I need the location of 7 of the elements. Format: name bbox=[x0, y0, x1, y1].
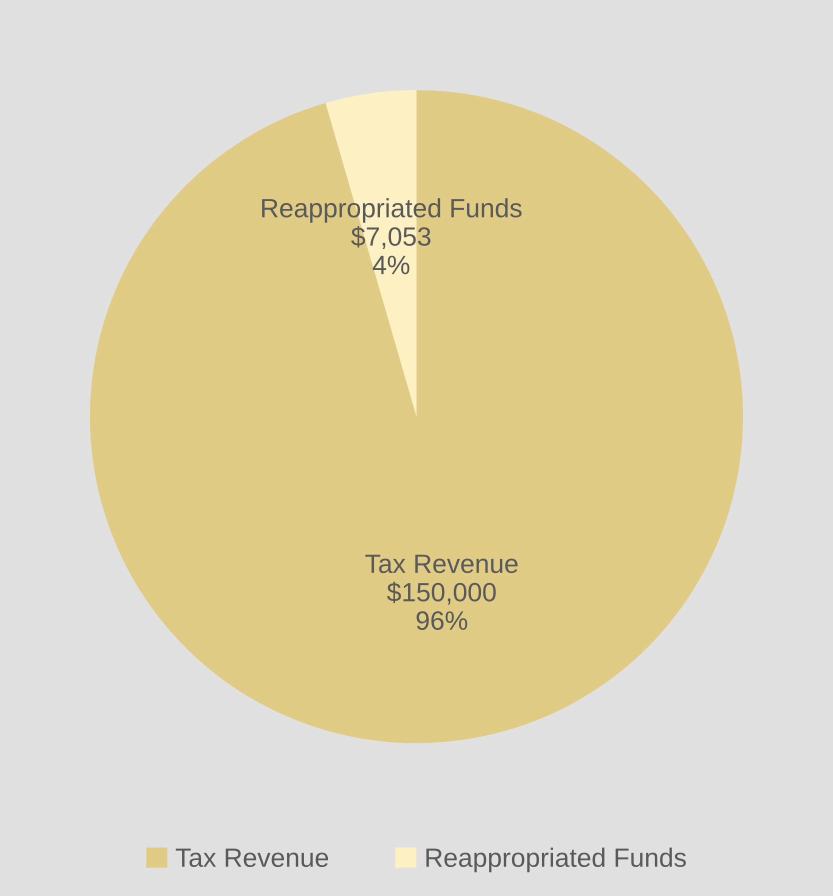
slice-label: Tax Revenue bbox=[365, 554, 518, 574]
legend-label: Reappropriated Funds bbox=[426, 848, 686, 872]
legend-label: Tax Revenue bbox=[176, 848, 328, 868]
data-label: $150,000 96% bbox=[387, 582, 496, 630]
pie-slice bbox=[90, 90, 744, 744]
slice-label: Reappropriated Funds bbox=[262, 198, 522, 223]
data-label: $7,053 4% bbox=[351, 226, 430, 274]
